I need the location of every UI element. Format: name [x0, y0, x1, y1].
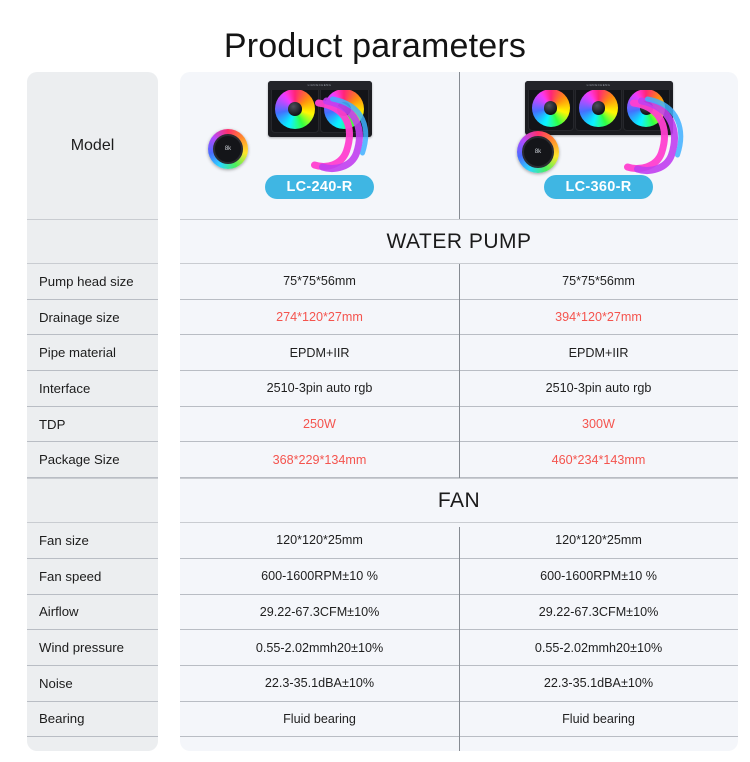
value-package-size-lc240r: 368*229*134mm — [272, 452, 367, 467]
model-badge-lc360r[interactable]: LC-360-R — [544, 175, 653, 199]
value-noise-lc360r: 22.3-35.1dBA±10% — [543, 676, 654, 691]
value-tdp-lc360r: 300W — [582, 417, 615, 432]
value-fan-size-lc360r: 120*120*25mm — [555, 533, 642, 548]
label-fan-speed: Fan speed — [27, 559, 158, 595]
value-airflow-lc240r: 29.22-67.3CFM±10% — [259, 604, 380, 619]
value-drainage-size-lc240r: 274*120*27mm — [276, 310, 363, 325]
label-fan-size: Fan size — [27, 523, 158, 559]
value-interface-lc240r: 2510-3pin auto rgb — [266, 381, 373, 396]
value-fan-speed-lc240r: 600-1600RPM±10 % — [261, 569, 378, 584]
radiator-brand-text: LIANGCHENG — [586, 83, 611, 87]
fan-rgb-ring — [531, 88, 571, 128]
pump-logo: 8k — [522, 136, 554, 168]
value-pump-head-size-lc240r: 75*75*56mm — [283, 274, 356, 289]
value-package-size-lc360r: 460*234*143mm — [551, 452, 646, 467]
label-pipe-material: Pipe material — [27, 335, 158, 372]
product-cell-lc360r[interactable]: LIANGCHENG 8k LC-360-R — [459, 72, 738, 219]
pump-head-icon: 8k — [208, 129, 248, 169]
cooler-illustration-lc240r: LIANGCHENG 8k — [180, 77, 459, 175]
label-tdp: TDP — [27, 407, 158, 443]
fan-hub — [591, 101, 606, 115]
value-bearing-lc360r: Fluid bearing — [562, 711, 635, 726]
value-fan-size-lc240r: 120*120*25mm — [276, 533, 363, 548]
model-badge-lc240r[interactable]: LC-240-R — [265, 175, 374, 199]
fan-rgb-ring — [579, 88, 618, 128]
label-pump-head-size: Pump head size — [27, 264, 158, 300]
cooler-illustration-lc360r: LIANGCHENG 8k — [459, 77, 738, 175]
radiator-top-strip — [524, 81, 673, 90]
column-divider-pump-lower — [459, 371, 460, 481]
value-drainage-size-lc360r: 394*120*27mm — [555, 310, 642, 325]
radiator-240-icon: LIANGCHENG — [267, 81, 372, 137]
value-bearing-lc240r: Fluid bearing — [283, 711, 356, 726]
product-images-row: LIANGCHENG 8k LC-240-R — [180, 72, 738, 219]
radiator-brand-text: LIANGCHENG — [307, 83, 332, 87]
label-wind-pressure: Wind pressure — [27, 630, 158, 666]
value-pipe-material-lc360r: EPDM+IIR — [568, 345, 629, 360]
product-cell-lc240r[interactable]: LIANGCHENG 8k LC-240-R — [180, 72, 459, 219]
label-drainage-size: Drainage size — [27, 300, 158, 336]
coolant-tubes-icon — [311, 96, 369, 172]
radiator-top-strip — [267, 81, 372, 90]
section-header-fan: FAN — [180, 478, 738, 524]
coolant-tubes-icon — [624, 96, 684, 174]
fan-icon — [527, 85, 575, 131]
value-noise-lc240r: 22.3-35.1dBA±10% — [264, 676, 375, 691]
fan-hub — [287, 102, 302, 116]
value-tdp-lc240r: 250W — [303, 417, 336, 432]
label-section-spacer-fan — [27, 478, 158, 524]
pump-head-icon: 8k — [517, 131, 559, 173]
value-fan-speed-lc360r: 600-1600RPM±10 % — [540, 569, 657, 584]
label-column: Model Pump head size Drainage size Pipe … — [27, 72, 158, 752]
value-pipe-material-lc240r: EPDM+IIR — [289, 345, 350, 360]
page-title: Product parameters — [223, 27, 527, 65]
value-airflow-lc360r: 29.22-67.3CFM±10% — [538, 604, 659, 619]
column-divider-fan — [459, 527, 460, 752]
fan-hub — [544, 101, 558, 115]
column-divider-pump-upper — [459, 241, 460, 371]
value-pump-head-size-lc360r: 75*75*56mm — [562, 274, 635, 289]
label-package-size: Package Size — [27, 442, 158, 479]
fan-icon — [575, 85, 622, 131]
section-header-water-pump: WATER PUMP — [180, 219, 738, 264]
label-bottom-padding — [27, 737, 158, 751]
value-interface-lc360r: 2510-3pin auto rgb — [545, 381, 652, 396]
label-bearing: Bearing — [27, 702, 158, 738]
label-airflow: Airflow — [27, 595, 158, 631]
fan-icon — [270, 85, 319, 133]
label-interface: Interface — [27, 371, 158, 407]
value-wind-pressure-lc360r: 0.55-2.02mmh20±10% — [534, 640, 663, 655]
label-model: Model — [70, 136, 115, 154]
value-wind-pressure-lc240r: 0.55-2.02mmh20±10% — [255, 640, 384, 655]
spec-comparison-table: Model Pump head size Drainage size Pipe … — [0, 72, 750, 752]
pump-logo: 8k — [212, 133, 244, 165]
label-section-spacer-water-pump — [27, 219, 158, 264]
fan-rgb-ring — [274, 89, 315, 129]
data-column: LIANGCHENG 8k LC-240-R — [180, 72, 738, 752]
column-divider-images — [459, 72, 460, 219]
label-noise: Noise — [27, 666, 158, 702]
